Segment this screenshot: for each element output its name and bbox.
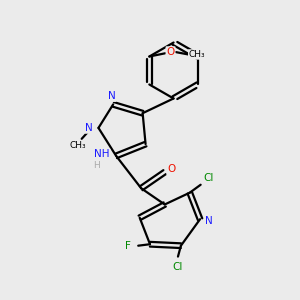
Text: NH: NH (94, 149, 110, 159)
Text: F: F (125, 241, 130, 251)
Text: CH₃: CH₃ (70, 141, 86, 150)
Text: Cl: Cl (173, 262, 183, 272)
Text: O: O (167, 47, 175, 57)
Text: N: N (85, 123, 93, 133)
Text: CH₃: CH₃ (189, 50, 205, 59)
Text: Cl: Cl (203, 173, 214, 183)
Text: O: O (167, 164, 175, 174)
Text: N: N (205, 216, 213, 226)
Text: H: H (93, 161, 100, 170)
Text: N: N (108, 91, 116, 101)
